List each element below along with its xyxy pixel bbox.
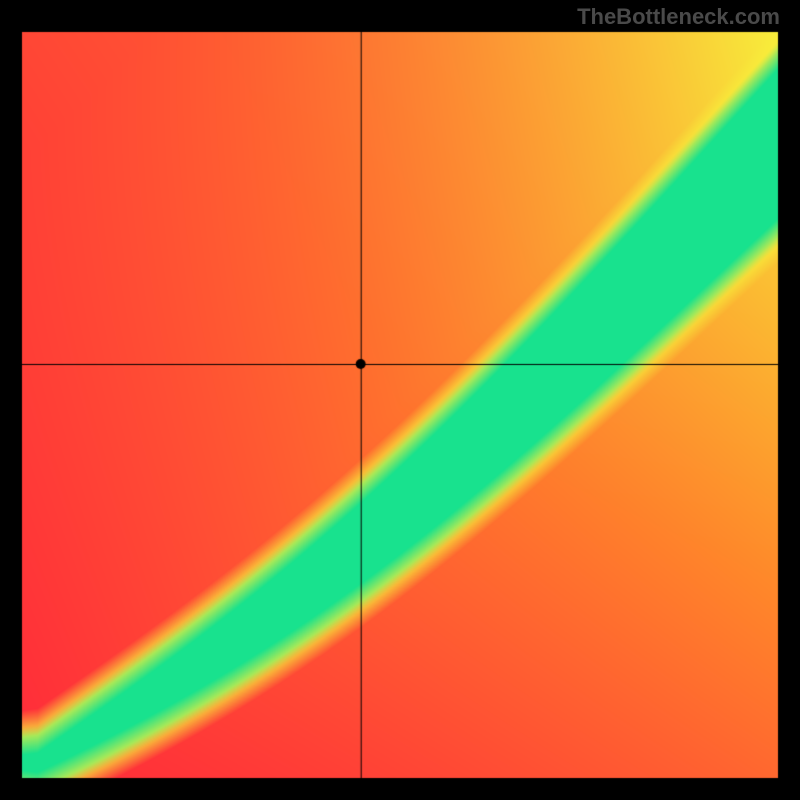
- bottleneck-heatmap: [0, 0, 800, 800]
- watermark-text: TheBottleneck.com: [577, 4, 780, 30]
- chart-container: TheBottleneck.com: [0, 0, 800, 800]
